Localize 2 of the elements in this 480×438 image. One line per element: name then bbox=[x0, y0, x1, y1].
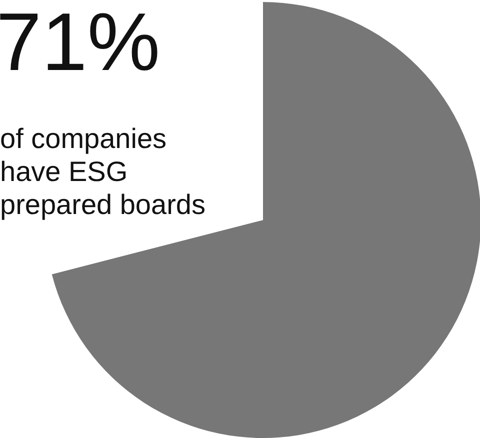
text: of companies have ESG prepared boards bbox=[0, 123, 206, 220]
chart-title: 71% bbox=[0, 0, 160, 88]
